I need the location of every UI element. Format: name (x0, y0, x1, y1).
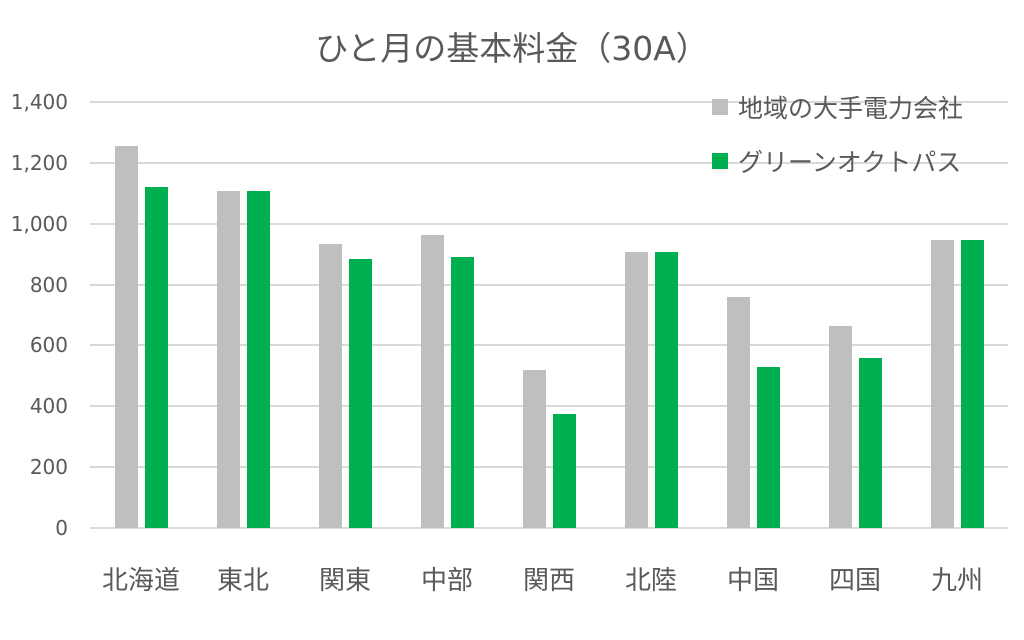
gridline (90, 344, 1008, 347)
x-tick-label: 中部 (420, 566, 473, 596)
bar-regional (522, 370, 546, 528)
y-tick-label: 1,200 (10, 150, 68, 175)
bar-green-octopus (348, 259, 372, 528)
y-tick-label: 1,000 (10, 211, 68, 236)
y-tick-label: 200 (29, 455, 68, 480)
legend-item-regional: 地域の大手電力会社 (712, 88, 963, 126)
y-tick-label: 1,400 (10, 90, 68, 114)
bar-regional (420, 234, 444, 528)
bar-green-octopus (654, 252, 678, 528)
x-tick-label: 九州 (930, 566, 983, 596)
x-tick-label: 関西 (522, 566, 575, 596)
x-tick-label: 東北 (216, 566, 269, 596)
gridline (90, 283, 1008, 286)
y-tick-label: 800 (29, 272, 68, 297)
bar-regional (114, 146, 138, 528)
legend-item-green-octopus: グリーンオクトパス (712, 142, 963, 180)
bar-green-octopus (756, 367, 780, 528)
gridline (90, 222, 1008, 225)
gridline (90, 405, 1008, 408)
bar-green-octopus (552, 413, 576, 528)
bar-green-octopus (246, 190, 270, 528)
y-tick-label: 0 (55, 516, 68, 540)
bar-regional (318, 244, 342, 528)
bar-green-octopus (858, 357, 882, 528)
x-tick-label: 四国 (828, 566, 881, 596)
x-tick-label: 中国 (726, 566, 779, 596)
legend-swatch-green-icon (712, 153, 728, 169)
bar-green-octopus (960, 240, 984, 528)
legend-swatch-gray-icon (712, 99, 728, 115)
gridline (90, 161, 1008, 164)
legend: 地域の大手電力会社 グリーンオクトパス (712, 88, 963, 196)
y-tick-label: 600 (29, 333, 68, 358)
x-tick-label: 北海道 (101, 566, 180, 596)
bar-regional (624, 252, 648, 528)
bar-regional (930, 240, 954, 528)
y-tick-label: 400 (29, 394, 68, 419)
x-tick-label: 北陸 (624, 566, 677, 596)
gridline (90, 101, 1008, 103)
gridline (90, 527, 1008, 529)
legend-label: 地域の大手電力会社 (738, 94, 964, 123)
bar-green-octopus (144, 186, 168, 528)
bar-regional (726, 297, 750, 528)
gridline (90, 466, 1008, 469)
legend-label: グリーンオクトパス (738, 148, 962, 177)
bar-green-octopus (450, 256, 474, 528)
chart-title: ひと月の基本料金（30A） (315, 29, 709, 68)
bar-regional (828, 325, 852, 528)
bar-regional (216, 190, 240, 528)
x-tick-label: 関東 (318, 566, 371, 596)
